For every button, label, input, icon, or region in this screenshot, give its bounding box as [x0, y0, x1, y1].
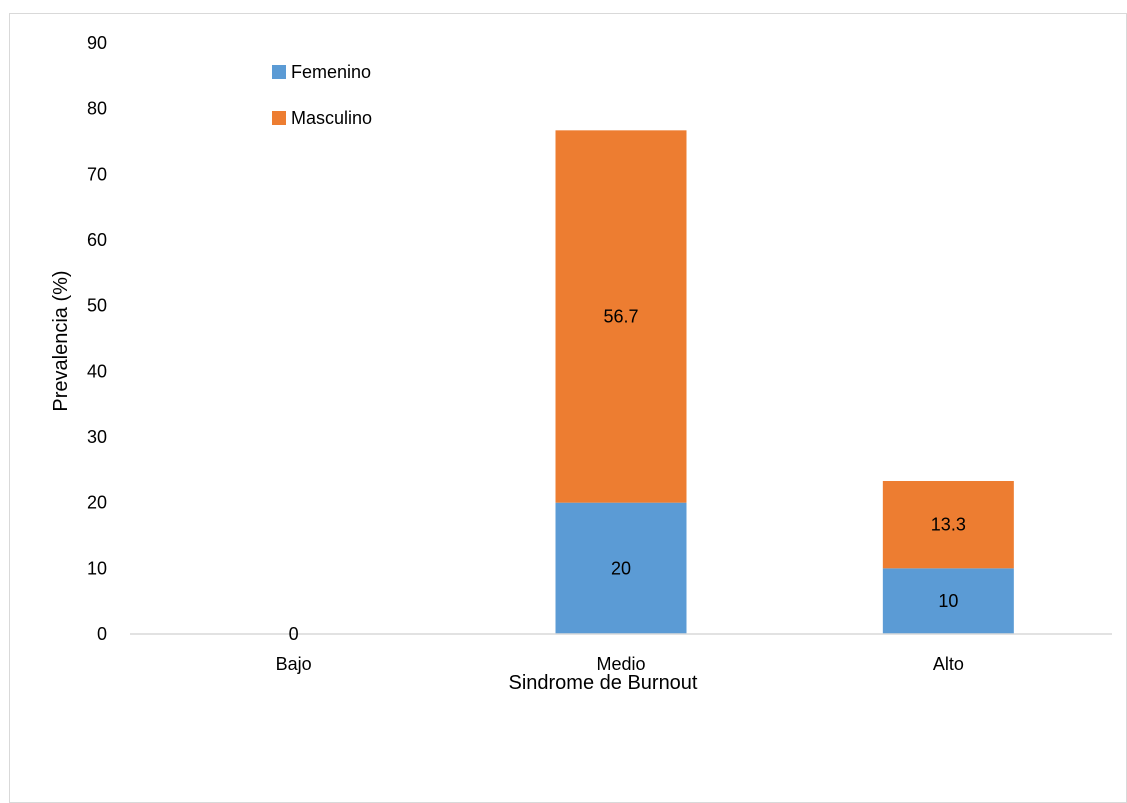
- data-label-femenino-medio: 20: [611, 558, 631, 578]
- legend-label-femenino: Femenino: [291, 62, 371, 82]
- y-tick-label: 60: [87, 230, 107, 250]
- x-axis-title: Sindrome de Burnout: [508, 672, 697, 694]
- data-label-femenino-bajo: 0: [289, 624, 299, 644]
- data-label-masculino-alto: 13.3: [931, 515, 966, 535]
- x-category-label: Bajo: [276, 654, 312, 674]
- bar-masculino-medio: [555, 130, 687, 503]
- y-tick-label: 70: [87, 164, 107, 184]
- bar-masculino-alto: [882, 480, 1014, 569]
- x-category-label: Alto: [933, 654, 964, 674]
- x-axis-categories: Bajo Medio Alto: [276, 654, 964, 674]
- y-tick-label: 10: [87, 558, 107, 578]
- y-axis-ticks: 0 10 20 30 40 50 60 70 80 90: [87, 33, 107, 644]
- legend-label-masculino: Masculino: [291, 108, 372, 128]
- legend-swatch-femenino: [272, 65, 286, 79]
- data-labels: 0 20 56.7 10 13.3: [289, 307, 966, 644]
- y-tick-label: 0: [97, 624, 107, 644]
- data-label-masculino-medio: 56.7: [603, 307, 638, 327]
- bars: [555, 130, 1014, 634]
- y-tick-label: 40: [87, 361, 107, 381]
- y-tick-label: 80: [87, 99, 107, 119]
- legend-swatch-masculino: [272, 111, 286, 125]
- y-tick-label: 30: [87, 427, 107, 447]
- y-tick-label: 50: [87, 296, 107, 316]
- y-axis-title: Prevalencia (%): [50, 270, 72, 411]
- bar-femenino-alto: [882, 568, 1014, 634]
- data-label-femenino-alto: 10: [938, 591, 958, 611]
- y-tick-label: 20: [87, 493, 107, 513]
- x-category-label: Medio: [596, 654, 645, 674]
- legend: Femenino Masculino: [272, 62, 372, 128]
- bar-femenino-medio: [555, 502, 687, 634]
- y-tick-label: 90: [87, 33, 107, 53]
